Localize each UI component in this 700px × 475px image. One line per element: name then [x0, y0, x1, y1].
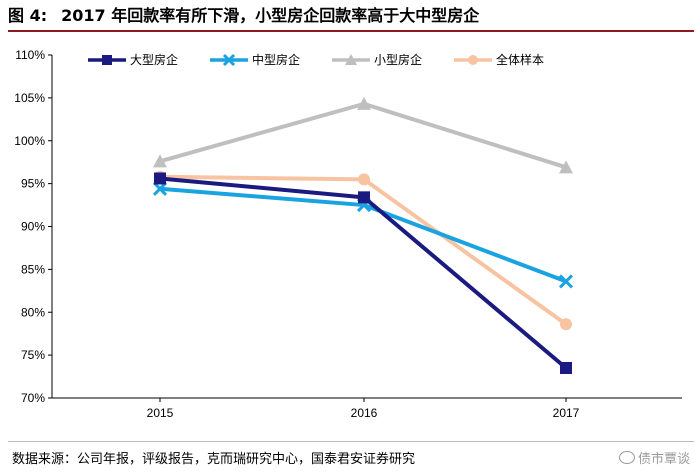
x-tick-label: 2017	[553, 406, 580, 420]
data-point	[560, 361, 572, 374]
data-point	[357, 96, 371, 110]
source-note: 数据来源：公司年报，评级报告，克而瑞研究中心，国泰君安证券研究	[12, 452, 416, 467]
legend-label: 全体样本	[496, 52, 544, 67]
watermark-text: 债市覃谈	[637, 452, 690, 467]
figure-label: 图 4:	[8, 6, 48, 25]
marker-stroke	[152, 181, 168, 196]
y-tick-label: 75%	[21, 348, 45, 362]
data-point	[152, 181, 168, 196]
y-tick-label: 105%	[14, 91, 45, 105]
x-tick-label: 2016	[351, 406, 378, 420]
legend-swatch-marker	[222, 53, 236, 67]
data-point	[558, 274, 574, 289]
data-point	[153, 154, 167, 168]
y-tick-label: 80%	[21, 305, 45, 319]
y-tick-label: 110%	[15, 48, 45, 62]
line-chart: 70% 75% 80% 85% 90% 95% 100% 105% 110% 2015 2016 20…	[14, 48, 682, 420]
x-tick-label: 2015	[147, 406, 174, 420]
legend-label: 小型房企	[374, 52, 422, 67]
legend-label: 中型房企	[252, 52, 300, 67]
data-point	[559, 160, 573, 174]
data-point	[560, 318, 572, 331]
y-tick-label: 100%	[14, 134, 45, 148]
marker-stroke	[222, 53, 236, 67]
marker-stroke	[558, 274, 574, 289]
legend-swatch-marker	[345, 54, 357, 65]
figure-title-bar: 图 4: 2017 年回款率有所下滑，小型房企回款率高于大中型房企	[8, 4, 694, 32]
watermark: 债市覃谈	[618, 448, 690, 467]
series-line	[159, 101, 567, 170]
y-tick-label: 95%	[21, 177, 45, 191]
legend-item: 中型房企	[210, 52, 300, 67]
legend-item: 大型房企	[88, 52, 178, 67]
legend-swatch-marker	[102, 55, 112, 65]
data-point	[358, 191, 370, 204]
y-tick-label: 85%	[21, 262, 45, 276]
series-3	[153, 96, 573, 174]
source-bar: 数据来源：公司年报，评级报告，克而瑞研究中心，国泰君安证券研究 债市覃谈	[8, 441, 694, 471]
legend-swatch-marker	[468, 55, 478, 65]
y-tick-label: 70%	[21, 391, 45, 405]
legend-item: 小型房企	[332, 52, 422, 67]
legend-label: 大型房企	[130, 52, 178, 67]
figure-title: 2017 年回款率有所下滑，小型房企回款率高于大中型房企	[61, 6, 480, 25]
data-point	[358, 173, 370, 186]
wechat-icon	[618, 451, 635, 464]
series-1	[154, 172, 572, 374]
legend-item: 全体样本	[454, 52, 544, 67]
data-point	[154, 172, 166, 185]
y-tick-label: 90%	[21, 220, 45, 234]
